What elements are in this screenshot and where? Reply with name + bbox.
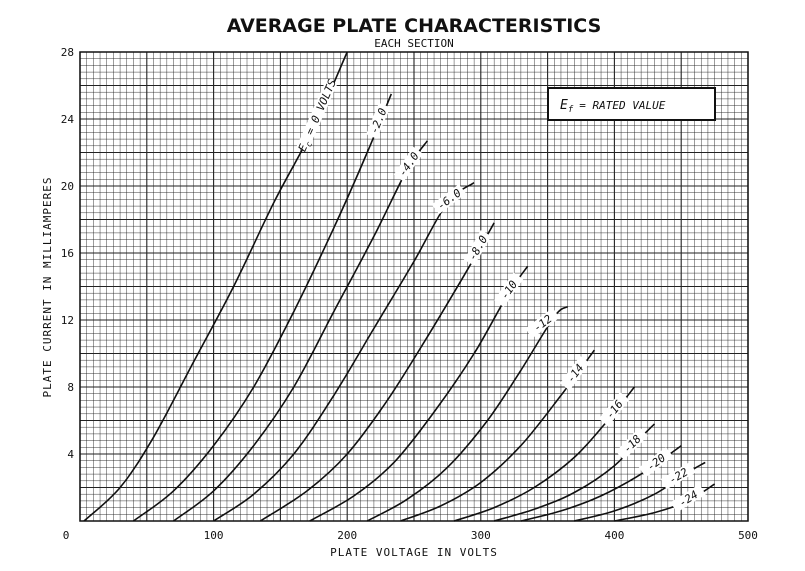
curve-label-bg (638, 447, 674, 478)
plot-frame (79, 51, 749, 522)
curve-label-bg (366, 102, 391, 139)
y-tick-label: 28 (61, 46, 74, 59)
rated-value-annotation: Ef = RATED VALUE (547, 87, 716, 121)
y-tick-label: 8 (67, 381, 74, 394)
curve-label-bg (525, 307, 560, 339)
curve-label-bg (559, 355, 590, 391)
curve-label-bg (296, 78, 338, 152)
curve-label-bg (393, 146, 424, 182)
curve-label: -2.0 (367, 106, 389, 136)
y-tick-label: 24 (61, 113, 75, 126)
curve-label-bg (660, 461, 697, 490)
curve-line (213, 181, 475, 522)
y-tick-label: 12 (61, 314, 74, 327)
curve-line (259, 222, 495, 522)
y-tick-label: 20 (61, 180, 74, 193)
chart-title: AVERAGE PLATE CHARACTERISTICS (227, 15, 602, 37)
x-tick-labels: 0 100 200 300 400 500 (63, 529, 758, 542)
curve-label-bg (493, 272, 524, 308)
y-tick-label: 16 (61, 247, 74, 260)
curve-line (574, 461, 706, 522)
y-tick-label: 4 (67, 448, 74, 461)
x-tick-label: 100 (204, 529, 224, 542)
annotation-box (547, 87, 716, 121)
curve-label-bg (463, 230, 492, 266)
curve-line (400, 349, 596, 522)
chart-subtitle: EACH SECTION (374, 37, 453, 50)
x-tick-label: 200 (337, 529, 357, 542)
curve-label-bg (431, 184, 467, 215)
curve-line (132, 93, 393, 522)
curve-label-bg (670, 484, 706, 513)
y-axis-label: PLATE CURRENT IN MILLIAMPERES (41, 176, 54, 397)
x-tick-label: 300 (471, 529, 491, 542)
annotation-text: Ef = RATED VALUE (560, 98, 666, 115)
x-tick-label: 500 (738, 529, 758, 542)
curve-label-bg (615, 427, 649, 460)
x-tick-label: 0 (63, 529, 70, 542)
curve-line (520, 444, 682, 522)
annotation-value: = RATED VALUE (579, 99, 665, 112)
x-axis-label: PLATE VOLTAGE IN VOLTS (330, 546, 498, 559)
annotation-subscript: f (568, 105, 574, 115)
annotation-symbol: E (560, 98, 568, 113)
x-tick-label: 400 (604, 529, 624, 542)
curve-label-bg (598, 392, 630, 427)
y-tick-labels: 4 8 12 16 20 24 28 (61, 46, 75, 461)
